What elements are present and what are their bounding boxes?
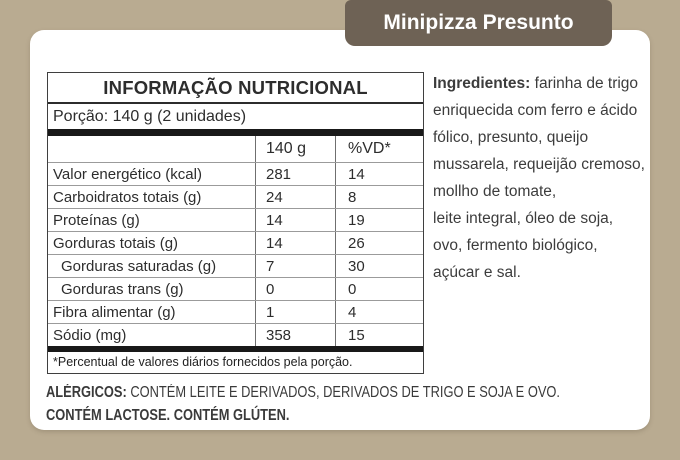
col-header-amount: 140 g bbox=[255, 136, 335, 162]
product-title: Minipizza Presunto bbox=[383, 11, 574, 34]
ingredients-line: mollho de tomate, bbox=[433, 183, 557, 200]
ingredients-label: Ingredientes: bbox=[433, 75, 531, 92]
table-title: INFORMAÇÃO NUTRICIONAL bbox=[48, 73, 423, 104]
allergens-text-2: CONTÉM LACTOSE. CONTÉM GLÚTEN. bbox=[46, 407, 290, 424]
table-row: Proteínas (g) 14 19 bbox=[48, 208, 423, 231]
row-vd: 30 bbox=[335, 255, 423, 277]
table-row: Gorduras totais (g) 14 26 bbox=[48, 231, 423, 254]
divider-thick-top bbox=[48, 129, 423, 136]
row-vd: 14 bbox=[335, 163, 423, 185]
ingredients-line: leite integral, óleo de soja, bbox=[433, 210, 614, 227]
allergens-label: ALÉRGICOS: bbox=[46, 384, 127, 401]
table-body: Valor energético (kcal) 281 14 Carboidra… bbox=[48, 162, 423, 346]
allergens-line: ALÉRGICOS: CONTÉM LEITE E DERIVADOS, DER… bbox=[46, 381, 660, 404]
allergens-text-1: CONTÉM LEITE E DERIVADOS, DERIVADOS DE T… bbox=[130, 384, 560, 401]
ingredients-line: enriquecida com ferro e ácido bbox=[433, 102, 638, 119]
ingredients-block: Ingredientes: farinha de trigo enriqueci… bbox=[433, 70, 648, 286]
row-vd: 26 bbox=[335, 232, 423, 254]
row-vd: 0 bbox=[335, 278, 423, 300]
row-vd: 15 bbox=[335, 324, 423, 346]
table-row: Gorduras trans (g) 0 0 bbox=[48, 277, 423, 300]
row-label: Carboidratos totais (g) bbox=[53, 188, 202, 206]
row-label: Gorduras trans (g) bbox=[61, 280, 184, 298]
row-label: Valor energético (kcal) bbox=[53, 165, 202, 183]
row-vd: 8 bbox=[335, 186, 423, 208]
portion-text: Porção: 140 g (2 unidades) bbox=[53, 107, 247, 125]
row-amount: 281 bbox=[255, 163, 335, 185]
col-header-vd: %VD* bbox=[335, 136, 423, 162]
row-amount: 358 bbox=[255, 324, 335, 346]
row-amount: 0 bbox=[255, 278, 335, 300]
ingredients-line: mussarela, requeijão cremoso, bbox=[433, 156, 645, 173]
ingredients-line: Ingredientes: farinha de trigo bbox=[433, 70, 648, 97]
table-row: Carboidratos totais (g) 24 8 bbox=[48, 185, 423, 208]
table-row: Valor energético (kcal) 281 14 bbox=[48, 162, 423, 185]
col-header-spacer bbox=[48, 136, 255, 162]
table-row: Fibra alimentar (g) 1 4 bbox=[48, 300, 423, 323]
row-amount: 14 bbox=[255, 209, 335, 231]
row-amount: 14 bbox=[255, 232, 335, 254]
divider-thick-bottom bbox=[48, 346, 423, 352]
table-footnote: *Percentual de valores diários fornecido… bbox=[53, 355, 353, 369]
ingredients-line: fólico, presunto, queijo bbox=[433, 129, 589, 146]
row-label: Gorduras saturadas (g) bbox=[61, 257, 217, 275]
row-amount: 24 bbox=[255, 186, 335, 208]
ingredients-lines: enriquecida com ferro e ácido fólico, pre… bbox=[433, 97, 648, 286]
allergens-block: ALÉRGICOS: CONTÉM LEITE E DERIVADOS, DER… bbox=[46, 381, 660, 427]
row-vd: 19 bbox=[335, 209, 423, 231]
table-row: Gorduras saturadas (g) 7 30 bbox=[48, 254, 423, 277]
ingredients-text: farinha de trigo bbox=[534, 75, 639, 92]
row-label: Sódio (mg) bbox=[53, 326, 127, 344]
nutrition-table: INFORMAÇÃO NUTRICIONAL Porção: 140 g (2 … bbox=[47, 72, 424, 374]
table-row: Sódio (mg) 358 15 bbox=[48, 323, 423, 346]
row-vd: 4 bbox=[335, 301, 423, 323]
table-header-row: 140 g %VD* bbox=[48, 136, 423, 162]
row-amount: 1 bbox=[255, 301, 335, 323]
row-label: Fibra alimentar (g) bbox=[53, 303, 176, 321]
row-label: Proteínas (g) bbox=[53, 211, 140, 229]
row-label: Gorduras totais (g) bbox=[53, 234, 179, 252]
ingredients-line: ovo, fermento biológico, bbox=[433, 237, 598, 254]
product-title-badge: Minipizza Presunto bbox=[345, 0, 612, 46]
ingredients-line: açúcar e sal. bbox=[433, 264, 521, 281]
row-amount: 7 bbox=[255, 255, 335, 277]
